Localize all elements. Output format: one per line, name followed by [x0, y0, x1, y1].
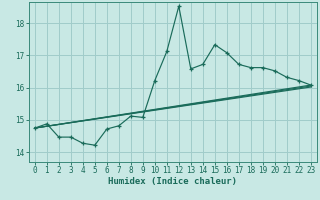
X-axis label: Humidex (Indice chaleur): Humidex (Indice chaleur) — [108, 177, 237, 186]
